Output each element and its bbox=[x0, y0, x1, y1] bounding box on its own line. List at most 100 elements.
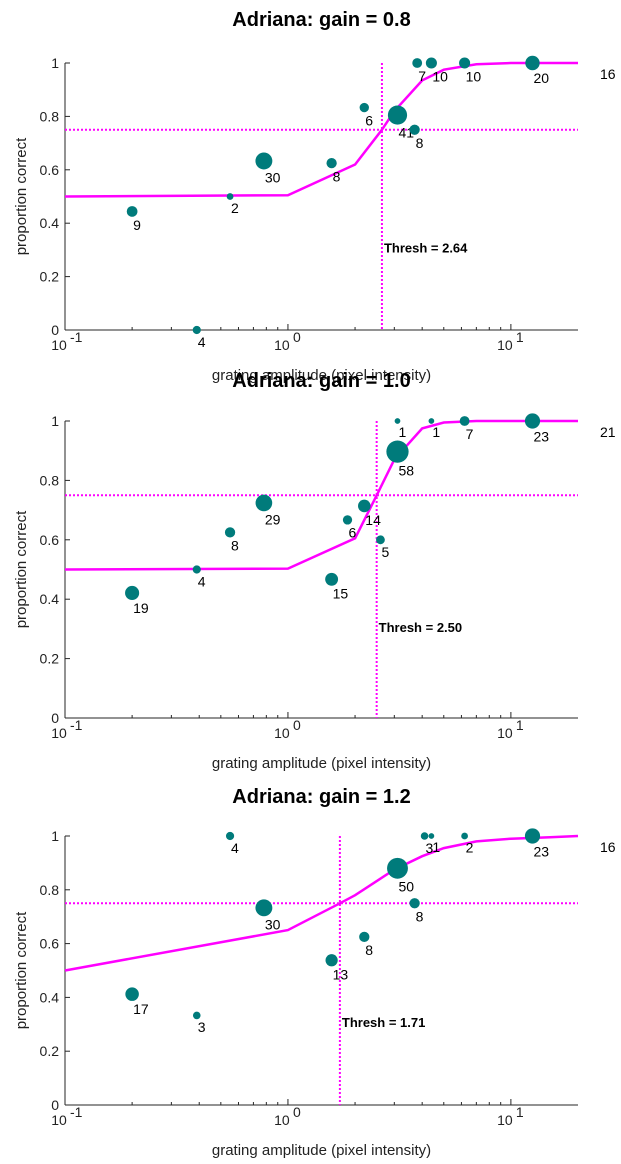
data-point-label: 2 bbox=[466, 839, 474, 855]
y-tick-label: 0.8 bbox=[40, 882, 60, 898]
data-point bbox=[459, 416, 470, 426]
y-tick-label: 0 bbox=[51, 1097, 59, 1113]
data-point-label: 8 bbox=[416, 908, 424, 924]
data-point-label: 8 bbox=[365, 942, 373, 958]
data-point bbox=[409, 898, 420, 909]
data-point bbox=[394, 418, 401, 424]
x-axis-label: grating amplitude (pixel intensity) bbox=[212, 367, 431, 384]
x-tick-label: 10 bbox=[51, 725, 67, 741]
data-point bbox=[192, 325, 201, 335]
data-point bbox=[459, 57, 471, 69]
y-tick-label: 0.2 bbox=[40, 269, 60, 285]
data-point bbox=[425, 57, 437, 69]
data-point-label: 8 bbox=[416, 135, 424, 151]
data-point bbox=[461, 832, 468, 840]
data-point bbox=[376, 535, 385, 545]
data-point bbox=[387, 857, 408, 879]
y-tick-label: 0.2 bbox=[40, 651, 60, 667]
data-point-label: 5 bbox=[381, 544, 389, 560]
data-point-label: 3 bbox=[426, 840, 434, 856]
x-axis-label: grating amplitude (pixel intensity) bbox=[212, 755, 431, 772]
data-point-label: 8 bbox=[333, 168, 341, 184]
data-point bbox=[358, 499, 371, 513]
x-tick-exponent: 1 bbox=[516, 329, 524, 345]
data-point bbox=[225, 831, 235, 841]
data-point bbox=[386, 440, 409, 463]
threshold-label: Thresh = 2.64 bbox=[384, 241, 468, 256]
y-tick-label: 0.4 bbox=[40, 591, 60, 607]
x-tick-exponent: -1 bbox=[70, 329, 83, 345]
data-point-label: 14 bbox=[365, 512, 381, 528]
y-axis-label: proportion correct bbox=[13, 137, 30, 255]
data-point bbox=[255, 494, 273, 512]
data-point bbox=[125, 585, 140, 601]
data-point-label: 10 bbox=[432, 69, 448, 85]
data-point bbox=[224, 527, 236, 538]
data-point-label: 4 bbox=[231, 840, 239, 856]
data-point bbox=[359, 102, 369, 113]
data-point bbox=[325, 572, 339, 586]
data-point bbox=[420, 832, 429, 840]
data-point bbox=[428, 418, 435, 424]
data-point-label: 7 bbox=[418, 68, 426, 84]
data-point-label: 6 bbox=[349, 525, 357, 541]
data-point-label: 16 bbox=[600, 839, 616, 855]
data-point bbox=[255, 152, 273, 170]
fit-curve bbox=[64, 419, 578, 571]
data-point-label: 23 bbox=[533, 429, 549, 445]
y-tick-label: 0.4 bbox=[40, 215, 60, 231]
chart-title: Adriana: gain = 0.8 bbox=[232, 9, 410, 31]
x-tick-label: 10 bbox=[497, 337, 513, 353]
x-tick-label: 10 bbox=[497, 725, 513, 741]
data-point bbox=[326, 157, 337, 169]
data-point bbox=[412, 58, 423, 68]
data-point-label: 4 bbox=[198, 574, 206, 590]
y-tick-label: 1 bbox=[51, 55, 59, 71]
data-point bbox=[126, 206, 138, 217]
x-tick-label: 10 bbox=[274, 337, 290, 353]
x-tick-exponent: 0 bbox=[293, 717, 301, 733]
data-point-label: 29 bbox=[265, 511, 281, 527]
y-axis-label: proportion correct bbox=[13, 911, 30, 1029]
y-tick-label: 0.6 bbox=[40, 162, 60, 178]
data-point bbox=[387, 105, 408, 125]
x-tick-label: 10 bbox=[497, 1112, 513, 1128]
data-point bbox=[359, 931, 370, 943]
x-tick-exponent: 1 bbox=[516, 1104, 524, 1120]
data-point-label: 4 bbox=[198, 334, 206, 350]
data-point-label: 8 bbox=[231, 538, 239, 554]
threshold-label: Thresh = 2.50 bbox=[379, 620, 462, 635]
data-point-label: 2 bbox=[231, 200, 239, 216]
y-tick-label: 0.2 bbox=[40, 1043, 60, 1059]
x-tick-exponent: -1 bbox=[70, 1104, 83, 1120]
y-tick-label: 0.8 bbox=[40, 108, 60, 124]
x-tick-label: 10 bbox=[51, 337, 67, 353]
data-point bbox=[428, 833, 435, 839]
data-point-label: 21 bbox=[600, 424, 616, 440]
y-tick-label: 0.4 bbox=[40, 989, 60, 1005]
data-point-label: 15 bbox=[333, 586, 349, 602]
data-point bbox=[192, 565, 201, 574]
x-tick-label: 10 bbox=[51, 1112, 67, 1128]
x-tick-label: 10 bbox=[274, 725, 290, 741]
data-point-label: 58 bbox=[398, 463, 414, 479]
chart-title: Adriana: gain = 1.0 bbox=[232, 370, 410, 392]
data-point-label: 19 bbox=[133, 600, 149, 616]
data-point-label: 1 bbox=[432, 839, 440, 855]
data-point-label: 30 bbox=[265, 916, 281, 932]
data-point bbox=[255, 899, 273, 917]
data-point-label: 50 bbox=[398, 879, 414, 895]
data-point-label: 17 bbox=[133, 1001, 149, 1017]
data-point bbox=[325, 954, 338, 967]
threshold-label: Thresh = 1.71 bbox=[342, 1015, 425, 1030]
x-tick-exponent: 0 bbox=[293, 1104, 301, 1120]
data-point bbox=[125, 987, 139, 1001]
y-tick-label: 1 bbox=[51, 828, 59, 844]
y-tick-label: 0.8 bbox=[40, 472, 60, 488]
y-tick-label: 0 bbox=[51, 710, 59, 726]
fit-curve bbox=[64, 61, 578, 198]
